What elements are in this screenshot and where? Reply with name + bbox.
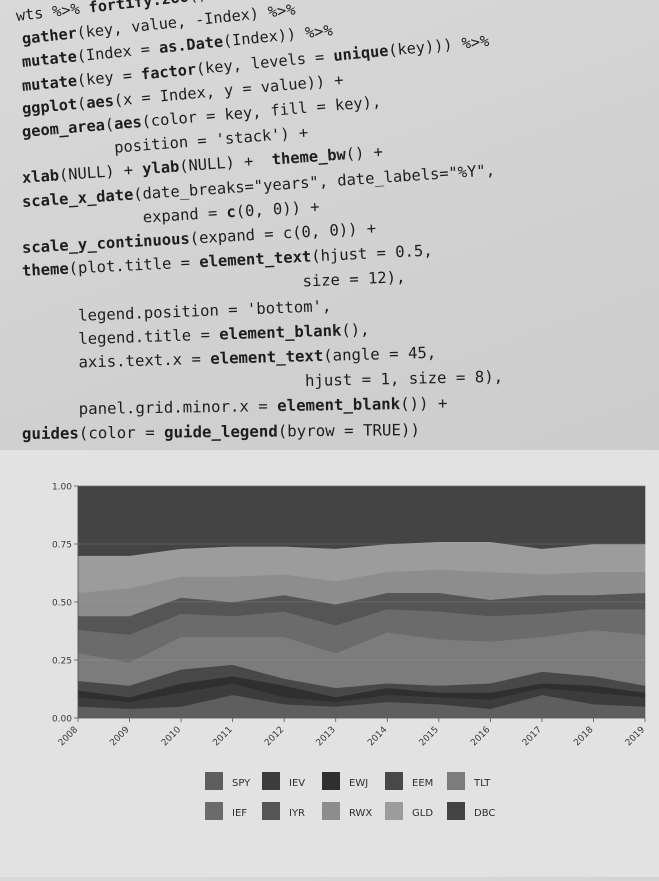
code-function: theme [21,259,70,281]
code-function: factor [140,59,197,84]
code-text: (expand = c(0, 0)) + [189,219,377,248]
code-function: guide_legend [164,421,278,442]
x-tick-label: 2017 [521,725,544,748]
legend-label-gld: GLD [412,808,433,819]
code-text: (Index = [75,39,160,66]
code-function: aes [113,112,143,134]
y-tick-label: 0.25 [52,657,72,667]
legend-label-iyr: IYR [289,808,305,819]
legend-label-spy: SPY [232,778,251,789]
legend-key-iev [262,772,280,790]
code-listing: wts %>% fortify.zoo() %>%gather(key, val… [14,0,503,444]
area-series-dbc [77,485,646,556]
legend-key-spy [205,772,223,790]
legend-label-tlt: TLT [473,778,491,789]
code-text: (key))) %>% [387,31,490,60]
x-tick-label: 2014 [366,725,389,748]
code-text: (hjust = 0.5, [310,241,433,266]
x-tick-label: 2016 [469,725,492,748]
code-text: (Index)) %>% [222,21,334,51]
code-function: mutate [21,47,78,72]
legend-key-rwx [322,802,340,820]
x-tick-label: 2010 [160,725,183,748]
code-function: as.Date [158,32,224,58]
legend-key-dbc [447,802,465,820]
legend-key-tlt [447,772,465,790]
code-function: aes [85,91,115,112]
legend-key-iyr [262,802,280,820]
legend-key-gld [385,802,403,820]
x-tick-label: 2015 [418,725,441,748]
y-tick-label: 1.00 [52,483,72,493]
code-function: element_text [210,345,324,368]
x-tick-label: 2018 [572,725,595,748]
code-function: ylab [141,157,180,179]
x-tick-label: 2019 [624,725,647,748]
code-text: ()) + [399,393,448,414]
x-tick-label: 2012 [263,725,286,748]
legend-key-ief [205,802,223,820]
code-function: geom_area [21,116,106,141]
code-line: guides(color = guide_legend(byrow = TRUE… [22,420,420,444]
legend-label-ief: IEF [232,808,247,819]
x-tick-label: 2008 [57,725,80,748]
code-text: legend.title = [21,325,220,350]
code-text: (plot.title = [68,253,200,278]
y-tick-label: 0.50 [52,599,72,609]
code-function: element_blank [277,394,401,416]
legend-label-dbc: DBC [474,808,495,819]
code-function: xlab [21,166,60,188]
code-function: element_blank [218,321,342,344]
code-text: (0, 0)) + [235,197,321,221]
code-line: panel.grid.minor.x = element_blank()) + [22,394,448,421]
code-text: wts %>% [14,0,90,25]
legend-label-rwx: RWX [349,808,372,819]
x-tick-label: 2009 [108,725,131,748]
code-text: panel.grid.minor.x = [21,396,278,420]
code-text: (color = [78,422,165,443]
code-text: () + [345,142,384,164]
code-text: (NULL) + [58,160,143,185]
code-function: unique [332,41,390,65]
code-text: (byrow = TRUE)) [277,419,420,441]
code-function: element_text [198,247,312,272]
legend-label-iev: IEV [289,778,305,789]
code-text: (key = [76,65,142,90]
code-text: (), [341,320,370,340]
y-tick-label: 0.75 [52,541,72,551]
y-tick-label: 0.00 [52,715,72,725]
code-function: ggplot [21,94,78,118]
legend-label-ewj: EWJ [349,778,368,789]
figure: 0.00 0.25 0.50 0.75 1.00 2008 2009 2010 2011 2012… [0,450,659,877]
code-text: (angle = 45, [322,342,437,365]
code-text: axis.text.x = [21,348,211,373]
x-tick-label: 2011 [211,725,234,748]
code-text: () %>% [188,0,245,5]
code-text: (NULL) + [178,151,273,176]
code-function: theme_bw [271,145,347,170]
x-tick-label: 2013 [315,725,338,748]
stacked-area-chart: 0.00 0.25 0.50 0.75 1.00 2008 2009 2010 2011 2012… [52,483,647,820]
code-function: guides [21,423,79,443]
code-function: gather [21,24,78,49]
legend-key-eem [385,772,403,790]
code-function: mutate [21,71,78,95]
code-function: scale_x_date [21,185,134,211]
legend-label-eem: EEM [412,778,433,789]
legend-key-ewj [322,772,340,790]
